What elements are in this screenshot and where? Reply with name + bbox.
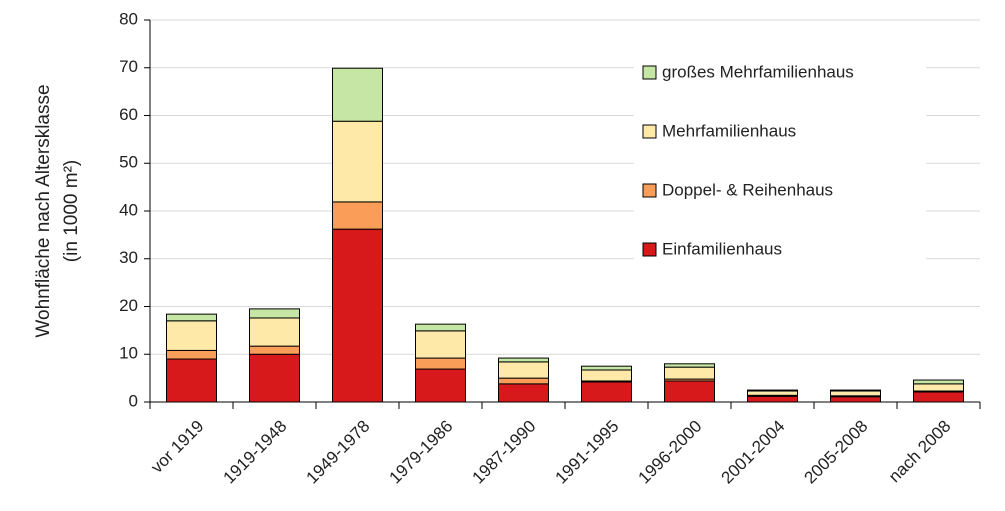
bar-segment [166, 349, 217, 360]
x-tick-label: nach 2008 [885, 417, 955, 487]
bar-segment [249, 353, 300, 403]
y-tick-label: 40 [119, 200, 138, 219]
bar-segment [664, 366, 715, 380]
bar-segment [913, 383, 964, 392]
bar-segment [498, 361, 549, 379]
x-tick-label: 1949-1978 [303, 417, 374, 488]
y-axis-label: Wohnfläche nach Altersklasse [33, 84, 54, 337]
x-tick-label: 1996-2000 [635, 417, 706, 488]
bar-segment [249, 317, 300, 347]
bar-segment [581, 369, 632, 382]
bar-segment [415, 357, 466, 370]
bar-segment [249, 308, 300, 319]
y-axis-label: (in 1000 m²) [61, 160, 82, 262]
legend-label: Einfamilienhaus [662, 239, 782, 258]
bar-segment [415, 368, 466, 403]
bar-segment [913, 391, 964, 403]
bar-segment [747, 390, 798, 396]
bar-segment [747, 395, 798, 403]
x-tick-label: vor 1919 [147, 417, 207, 477]
legend-swatch [642, 124, 657, 139]
bar-segment [166, 320, 217, 351]
bar-segment [332, 201, 383, 230]
x-tick-label: 2001-2004 [718, 417, 789, 488]
bar-segment [332, 120, 383, 203]
x-tick-label: 1979-1986 [386, 417, 457, 488]
x-tick-label: 2005-2008 [801, 417, 872, 488]
bar-segment [747, 389, 798, 392]
bar-segment [166, 358, 217, 403]
bar-segment [913, 379, 964, 385]
bar-segment [498, 383, 549, 403]
bar-segment [166, 313, 217, 322]
bar-segment [332, 67, 383, 122]
x-tick-label: 1919-1948 [220, 417, 291, 488]
bar-segment [664, 363, 715, 368]
legend-swatch [642, 183, 657, 198]
legend-background [634, 50, 926, 272]
y-tick-label: 0 [129, 391, 138, 410]
bar-segment [415, 330, 466, 359]
y-tick-label: 30 [119, 248, 138, 267]
y-tick-label: 60 [119, 105, 138, 124]
bar-segment [332, 228, 383, 403]
legend-swatch [642, 65, 657, 80]
legend-label: großes Mehrfamilienhaus [662, 62, 854, 81]
bar-segment [664, 380, 715, 403]
bar-segment [830, 390, 881, 397]
x-tick-label: 1991-1995 [552, 417, 623, 488]
bar-segment [498, 377, 549, 385]
bar-segment [830, 396, 881, 403]
y-tick-label: 50 [119, 153, 138, 172]
bar-segment [581, 365, 632, 371]
legend-swatch [642, 242, 657, 257]
legend-label: Doppel- & Reihenhaus [662, 180, 833, 199]
legend-label: Mehrfamilienhaus [662, 121, 796, 140]
bar-segment [415, 323, 466, 332]
y-tick-label: 10 [119, 344, 138, 363]
bar-segment [249, 345, 300, 355]
bar-segment [830, 389, 881, 392]
y-tick-label: 70 [119, 57, 138, 76]
y-tick-label: 80 [119, 9, 138, 28]
x-tick-label: 1987-1990 [469, 417, 540, 488]
bar-segment [498, 357, 549, 363]
y-tick-label: 20 [119, 296, 138, 315]
bar-segment [581, 381, 632, 403]
